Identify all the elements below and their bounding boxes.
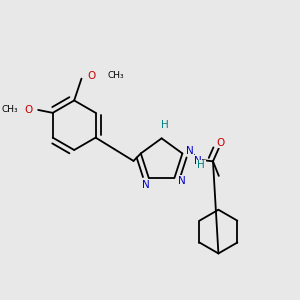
Text: N: N xyxy=(178,176,186,186)
Text: N: N xyxy=(186,146,194,155)
Text: N: N xyxy=(194,156,201,166)
Text: CH₃: CH₃ xyxy=(1,105,18,114)
Text: O: O xyxy=(24,105,32,115)
Text: H: H xyxy=(197,160,205,170)
Text: N: N xyxy=(142,180,150,190)
Text: CH₃: CH₃ xyxy=(108,71,124,80)
Text: H: H xyxy=(160,120,168,130)
Text: O: O xyxy=(216,138,224,148)
Text: O: O xyxy=(88,71,96,81)
